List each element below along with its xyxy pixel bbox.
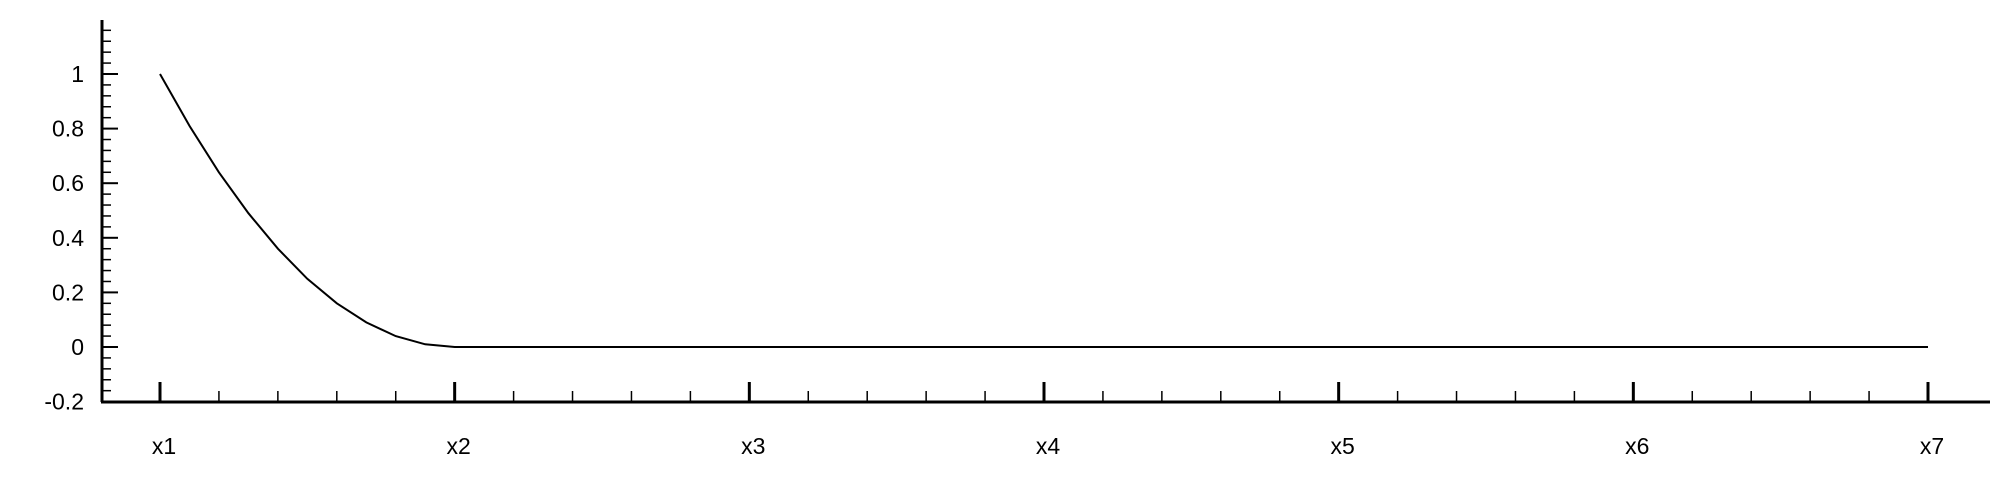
y-tick-label: 0.8 <box>52 116 84 142</box>
y-tick-label: 0.4 <box>52 225 84 251</box>
x-tick-label: x4 <box>1036 433 1061 459</box>
y-tick-label: 0.2 <box>52 279 84 305</box>
x-tick-label: x2 <box>447 433 471 459</box>
x-tick-label: x7 <box>1920 433 1944 459</box>
x-tick-label: x1 <box>152 433 176 459</box>
axes <box>100 20 1990 404</box>
x-tick-label: x3 <box>741 433 765 459</box>
x-tick-label: x5 <box>1331 433 1355 459</box>
x-tick-label: x6 <box>1625 433 1649 459</box>
series-group <box>159 73 1928 348</box>
y-tick-label: 1 <box>71 61 84 87</box>
series-line <box>159 73 1928 348</box>
y-tick-label: -0.2 <box>44 389 84 415</box>
y-tick-label: 0 <box>71 334 84 360</box>
y-tick-label: 0.6 <box>52 170 84 196</box>
tick-labels: -0.2 0 0.2 0.4 0.6 0.8 1 x1 x2 x3 x4 x5 x6 x7 <box>44 61 1944 459</box>
